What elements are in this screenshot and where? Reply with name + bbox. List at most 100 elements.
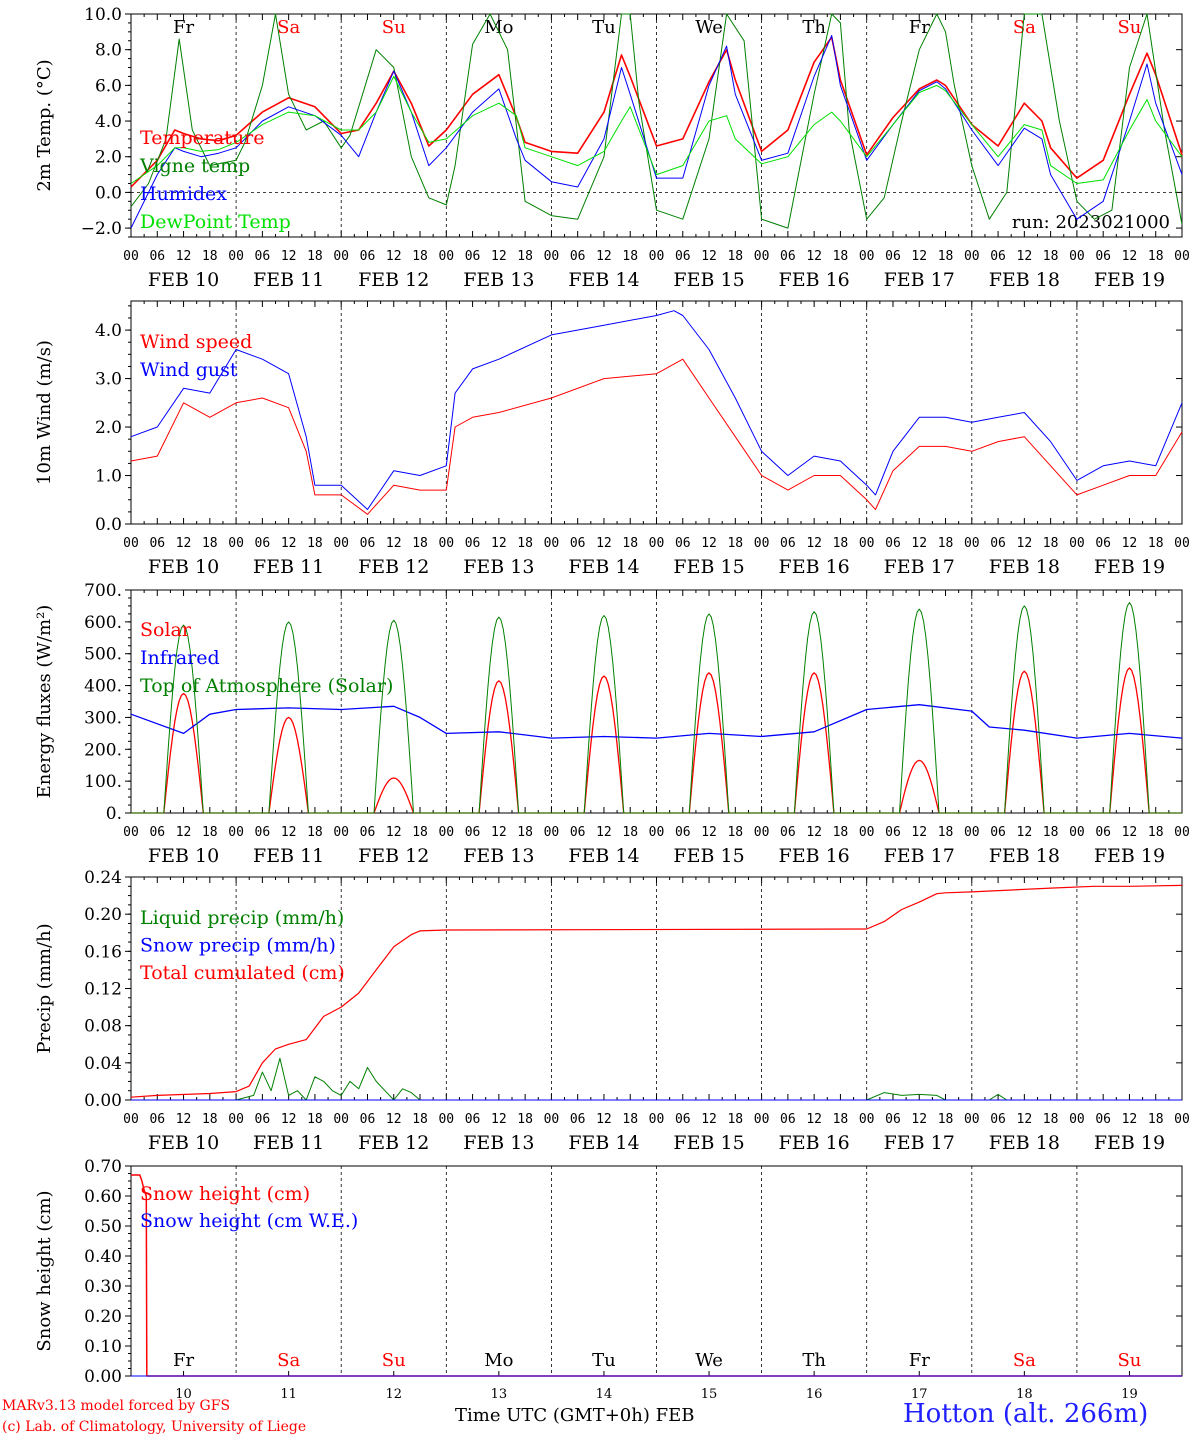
x-date-label: FEB 17	[884, 269, 955, 291]
x-date-label: FEB 17	[884, 845, 955, 867]
x-hour-label: 06	[990, 1112, 1006, 1127]
x-hour-label: 00	[228, 249, 244, 264]
y-tick-label: 0.60	[84, 1187, 122, 1207]
x-hour-label: 06	[780, 536, 796, 551]
y-tick-label: 0.00	[84, 1367, 122, 1387]
x-date-label: FEB 12	[358, 1132, 429, 1154]
x-date-label: FEB 13	[463, 845, 534, 867]
x-hour-label: 06	[149, 249, 165, 264]
x-date-label: FEB 17	[884, 556, 955, 578]
x-hour-label: 12	[596, 536, 612, 551]
x-date-label: FEB 11	[253, 556, 324, 578]
x-date-label: FEB 10	[148, 1132, 219, 1154]
date-number: 15	[701, 1387, 718, 1402]
legend-label: Total cumulated (cm)	[140, 962, 345, 984]
x-hour-label: 00	[333, 536, 349, 551]
x-hour-label: 06	[675, 536, 691, 551]
x-date-label: FEB 13	[463, 269, 534, 291]
x-hour-label: 12	[176, 825, 192, 840]
day-name: Tu	[592, 1350, 616, 1371]
model-credit: MARv3.13 model forced by GFS	[2, 1398, 231, 1414]
x-hour-label: 12	[806, 825, 822, 840]
y-tick-label: 100.	[84, 772, 122, 792]
x-hour-label: 18	[622, 1112, 638, 1127]
x-hour-label: 06	[675, 1112, 691, 1127]
x-hour-label: 00	[438, 249, 454, 264]
y-tick-label: 0.40	[84, 1247, 122, 1267]
x-hour-label: 00	[649, 1112, 665, 1127]
x-hour-label: 00	[544, 536, 560, 551]
x-hour-label: 06	[990, 825, 1006, 840]
x-hour-label: 00	[438, 536, 454, 551]
x-date-label: FEB 10	[148, 269, 219, 291]
day-name: Sa	[277, 1350, 300, 1371]
x-hour-label: 18	[833, 249, 849, 264]
x-hour-label: 00	[964, 536, 980, 551]
x-hour-label: 18	[307, 1112, 323, 1127]
day-name: Sa	[1013, 17, 1036, 38]
x-hour-label: 18	[833, 825, 849, 840]
plot-frame	[130, 589, 1183, 814]
x-hour-label: 12	[701, 825, 717, 840]
x-date-label: FEB 10	[148, 845, 219, 867]
legend-label: Infrared	[140, 647, 220, 669]
x-hour-label: 12	[701, 536, 717, 551]
x-hour-label: 00	[754, 825, 770, 840]
x-hour-label: 12	[1122, 1112, 1138, 1127]
x-hour-label: 18	[938, 825, 954, 840]
x-hour-label: 12	[281, 249, 297, 264]
day-name: We	[695, 17, 723, 38]
x-date-label: FEB 19	[1094, 269, 1165, 291]
x-hour-label: 00	[859, 1112, 875, 1127]
x-hour-label: 06	[1095, 249, 1111, 264]
y-tick-label: 0.0	[95, 515, 122, 535]
x-hour-label: 12	[1017, 249, 1033, 264]
y-tick-label: 0.08	[84, 1017, 122, 1037]
series-line	[130, 884, 1183, 1098]
y-tick-label: 300.	[84, 708, 122, 728]
x-hour-label: 00	[1174, 825, 1190, 840]
x-hour-label: 18	[622, 825, 638, 840]
time-axis-label: Time UTC (GMT+0h) FEB	[455, 1405, 695, 1426]
x-hour-label: 00	[438, 825, 454, 840]
x-hour-label: 06	[885, 536, 901, 551]
legend-label: Snow height (cm)	[140, 1183, 310, 1205]
x-hour-label: 12	[386, 1112, 402, 1127]
y-axis-label: Snow height (cm)	[34, 1190, 55, 1351]
y-tick-label: 0.00	[84, 1091, 122, 1111]
x-hour-label: 12	[176, 249, 192, 264]
x-hour-label: 06	[990, 249, 1006, 264]
y-tick-label: 4.0	[95, 321, 122, 341]
x-hour-label: 06	[255, 1112, 271, 1127]
x-hour-label: 12	[1122, 536, 1138, 551]
x-hour-label: 18	[1043, 1112, 1059, 1127]
x-hour-label: 12	[176, 1112, 192, 1127]
x-hour-label: 00	[544, 249, 560, 264]
x-hour-label: 00	[228, 536, 244, 551]
x-hour-label: 06	[149, 1112, 165, 1127]
x-date-label: FEB 14	[568, 1132, 639, 1154]
series-line	[130, 36, 1183, 188]
date-number: 17	[911, 1387, 928, 1402]
x-hour-label: 00	[1069, 249, 1085, 264]
y-tick-label: 600.	[84, 613, 122, 633]
x-hour-label: 12	[386, 536, 402, 551]
legend-label: Temperature	[140, 127, 264, 149]
x-hour-label: 06	[465, 249, 481, 264]
x-hour-label: 00	[1174, 1112, 1190, 1127]
x-hour-label: 06	[255, 249, 271, 264]
date-number: 12	[385, 1387, 402, 1402]
legend-label: Liquid precip (mm/h)	[140, 907, 344, 929]
x-hour-label: 06	[780, 825, 796, 840]
x-hour-label: 12	[1017, 1112, 1033, 1127]
x-hour-label: 18	[1043, 825, 1059, 840]
date-number: 18	[1016, 1387, 1033, 1402]
x-hour-label: 06	[675, 825, 691, 840]
x-date-label: FEB 18	[989, 845, 1060, 867]
day-name: Fr	[173, 17, 194, 38]
x-date-label: FEB 19	[1094, 845, 1165, 867]
x-date-label: FEB 15	[673, 269, 744, 291]
x-hour-label: 12	[701, 1112, 717, 1127]
date-number: 16	[806, 1387, 823, 1402]
x-hour-label: 12	[176, 536, 192, 551]
